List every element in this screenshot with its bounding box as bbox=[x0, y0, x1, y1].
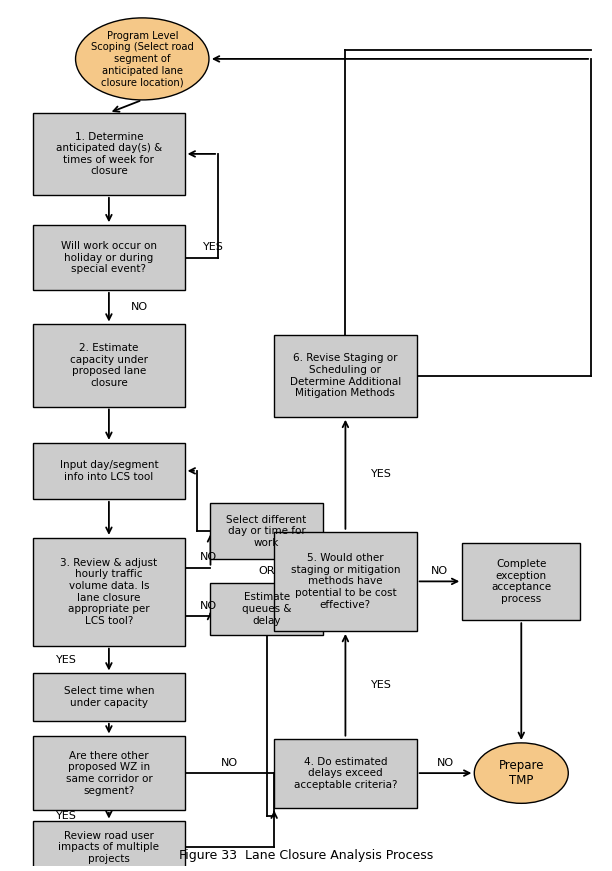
Text: Estimate
queues &
delay: Estimate queues & delay bbox=[242, 592, 291, 625]
Text: Program Level
Scoping (Select road
segment of
anticipated lane
closure location): Program Level Scoping (Select road segme… bbox=[91, 30, 193, 87]
FancyBboxPatch shape bbox=[33, 736, 185, 810]
Ellipse shape bbox=[75, 18, 209, 100]
FancyBboxPatch shape bbox=[33, 537, 185, 645]
FancyBboxPatch shape bbox=[33, 673, 185, 721]
Text: NO: NO bbox=[200, 552, 217, 562]
Text: YES: YES bbox=[56, 811, 77, 820]
FancyBboxPatch shape bbox=[274, 334, 417, 417]
Text: 4. Do estimated
delays exceed
acceptable criteria?: 4. Do estimated delays exceed acceptable… bbox=[294, 757, 397, 790]
Text: Select time when
under capacity: Select time when under capacity bbox=[64, 686, 154, 708]
Text: Prepare
TMP: Prepare TMP bbox=[499, 760, 544, 787]
FancyBboxPatch shape bbox=[33, 821, 185, 871]
Text: YES: YES bbox=[371, 469, 392, 479]
Text: OR: OR bbox=[258, 566, 275, 577]
FancyBboxPatch shape bbox=[274, 739, 417, 807]
Text: 6. Revise Staging or
Scheduling or
Determine Additional
Mitigation Methods: 6. Revise Staging or Scheduling or Deter… bbox=[290, 354, 401, 398]
Text: Input day/segment
info into LCS tool: Input day/segment info into LCS tool bbox=[59, 460, 159, 482]
Text: NO: NO bbox=[437, 758, 454, 767]
FancyBboxPatch shape bbox=[211, 503, 323, 559]
FancyBboxPatch shape bbox=[211, 583, 323, 635]
Ellipse shape bbox=[474, 743, 569, 803]
Text: NO: NO bbox=[431, 566, 448, 576]
Text: NO: NO bbox=[131, 302, 147, 312]
FancyBboxPatch shape bbox=[33, 442, 185, 499]
Text: 2. Estimate
capacity under
proposed lane
closure: 2. Estimate capacity under proposed lane… bbox=[70, 343, 148, 388]
FancyBboxPatch shape bbox=[33, 325, 185, 407]
Text: NO: NO bbox=[200, 601, 217, 611]
Text: 5. Would other
staging or mitigation
methods have
potential to be cost
effective: 5. Would other staging or mitigation met… bbox=[291, 553, 400, 610]
Text: 1. Determine
anticipated day(s) &
times of week for
closure: 1. Determine anticipated day(s) & times … bbox=[56, 132, 162, 176]
Text: YES: YES bbox=[203, 242, 224, 253]
Text: Review road user
impacts of multiple
projects: Review road user impacts of multiple pro… bbox=[58, 831, 159, 864]
Text: Are there other
proposed WZ in
same corridor or
segment?: Are there other proposed WZ in same corr… bbox=[65, 751, 152, 795]
Text: Will work occur on
holiday or during
special event?: Will work occur on holiday or during spe… bbox=[61, 241, 157, 274]
Text: Complete
exception
acceptance
process: Complete exception acceptance process bbox=[491, 559, 551, 604]
Text: Select different
day or time for
work: Select different day or time for work bbox=[226, 515, 307, 548]
Text: Figure 33  Lane Closure Analysis Process: Figure 33 Lane Closure Analysis Process bbox=[179, 849, 433, 862]
FancyBboxPatch shape bbox=[274, 531, 417, 631]
FancyBboxPatch shape bbox=[33, 226, 185, 290]
Text: YES: YES bbox=[371, 679, 392, 690]
FancyBboxPatch shape bbox=[462, 543, 580, 620]
Text: 3. Review & adjust
hourly traffic
volume data. Is
lane closure
appropriate per
L: 3. Review & adjust hourly traffic volume… bbox=[61, 557, 157, 625]
FancyBboxPatch shape bbox=[33, 113, 185, 195]
Text: YES: YES bbox=[56, 654, 77, 665]
Text: NO: NO bbox=[221, 758, 238, 767]
